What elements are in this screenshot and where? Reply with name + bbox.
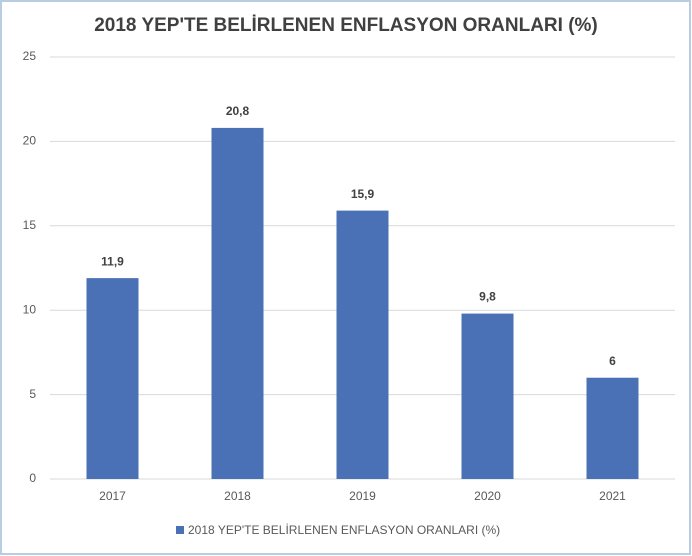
data-label: 20,8 (226, 104, 250, 118)
y-tick-label: 25 (23, 49, 37, 63)
bar (211, 127, 264, 479)
data-label: 6 (609, 354, 616, 368)
chart-title: 2018 YEP'TE BELİRLENEN ENFLASYON ORANLAR… (94, 15, 598, 36)
bar (461, 313, 514, 479)
x-tick-label: 2021 (599, 489, 626, 503)
y-tick-label: 10 (23, 302, 37, 316)
y-tick-label: 0 (29, 471, 36, 485)
bar (586, 377, 639, 479)
x-tick-label: 2020 (474, 489, 501, 503)
bar (86, 278, 139, 479)
data-label: 9,8 (479, 290, 496, 304)
y-tick-label: 15 (23, 218, 37, 232)
bar (336, 210, 389, 479)
x-tick-label: 2017 (99, 489, 126, 503)
y-tick-label: 5 (29, 387, 36, 401)
data-label: 15,9 (351, 187, 375, 201)
x-tick-label: 2019 (349, 489, 376, 503)
legend-label: 2018 YEP'TE BELİRLENEN ENFLASYON ORANLAR… (188, 523, 500, 537)
y-tick-label: 20 (23, 134, 37, 148)
legend-swatch (176, 526, 184, 534)
x-tick-label: 2018 (224, 489, 251, 503)
data-label: 11,9 (101, 254, 124, 268)
